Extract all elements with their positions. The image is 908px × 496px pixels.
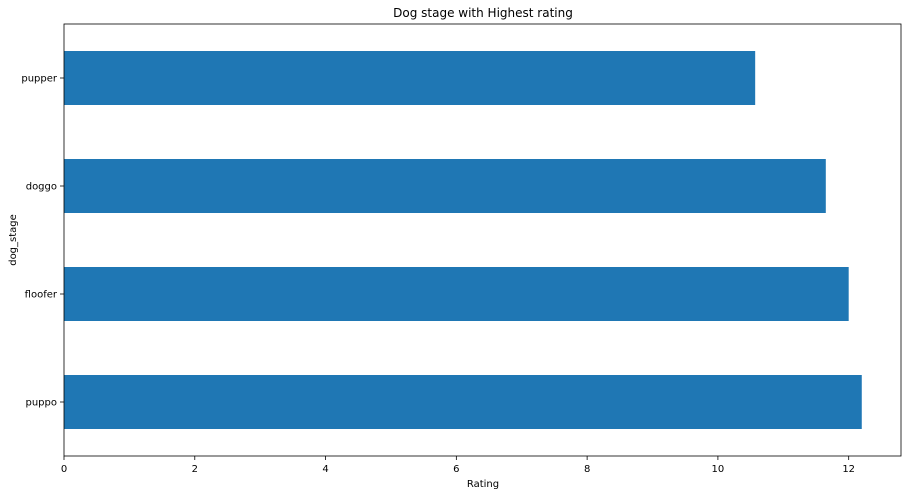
- plot-frame: [63, 23, 902, 457]
- bar-pupper: [64, 51, 756, 105]
- x-tick-label: 2: [192, 464, 198, 475]
- chart-title: Dog stage with Highest rating: [393, 6, 573, 20]
- y-tick-label: floofer: [25, 290, 58, 301]
- y-tick-label: doggo: [26, 182, 57, 193]
- bar-doggo: [64, 159, 826, 213]
- x-axis-title: Rating: [467, 479, 499, 490]
- x-tick-label: 8: [584, 464, 590, 475]
- y-axis-title: dog_stage: [8, 214, 19, 266]
- y-axis-ticks: puppo floofer doggo pupper: [21, 74, 64, 409]
- y-tick-label: pupper: [21, 74, 58, 85]
- x-tick-label: 10: [712, 464, 725, 475]
- x-tick-label: 4: [322, 464, 328, 475]
- x-tick-label: 0: [61, 464, 67, 475]
- x-axis-ticks: 0 2 4 6 8 10 12: [61, 456, 855, 475]
- x-tick-label: 6: [453, 464, 459, 475]
- bar-floofer: [64, 267, 849, 321]
- bar-puppo: [64, 375, 862, 429]
- y-tick-label: puppo: [26, 398, 58, 409]
- bars-group: [64, 51, 862, 429]
- x-tick-label: 12: [842, 464, 855, 475]
